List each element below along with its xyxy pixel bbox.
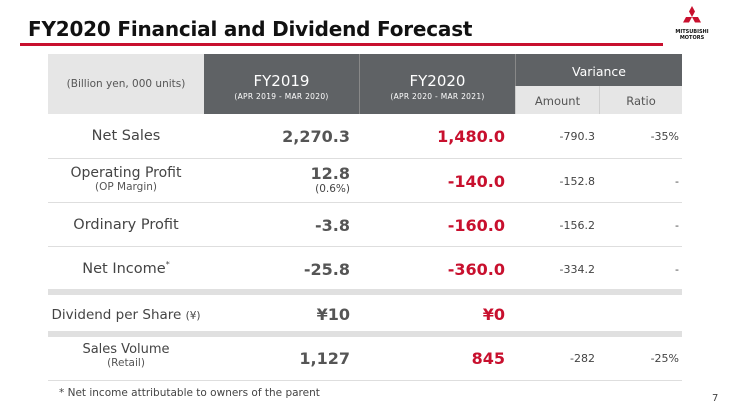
fy2020-header: FY2020: [409, 72, 466, 90]
fy2019-value: -25.8: [303, 260, 350, 279]
fy2019-value: -3.8: [315, 216, 350, 235]
variance-ratio: -: [675, 263, 679, 276]
slide-title: FY2020 Financial and Dividend Forecast: [28, 17, 473, 41]
unit-label: (Billion yen, 000 units): [66, 78, 186, 90]
variance-amount: [515, 295, 595, 331]
three-diamonds-icon: [683, 6, 701, 23]
unit-header-cell: (Billion yen, 000 units): [48, 54, 204, 114]
ratio-header-cell: Ratio: [599, 86, 682, 114]
fy2019-value: ¥10: [316, 305, 350, 324]
table-row-ordinary-profit: Ordinary Profit -3.8 -160.0 -156.2 -: [48, 203, 682, 247]
table-row-sales-volume: Sales Volume (Retail) 1,127 845 -282 -25…: [48, 337, 682, 381]
variance-amount: -156.2: [559, 219, 595, 232]
row-label: Dividend per Share: [51, 307, 182, 323]
fy2020-period: (APR 2020 - MAR 2021): [390, 92, 485, 101]
fy2019-header: FY2019: [253, 72, 310, 90]
row-label: Sales Volume: [82, 342, 170, 357]
row-label: Net Sales: [91, 128, 161, 144]
ratio-header: Ratio: [626, 94, 656, 108]
fy2019-subvalue: (0.6%): [315, 183, 350, 195]
amount-header: Amount: [534, 94, 581, 108]
row-label: Operating Profit: [70, 165, 182, 181]
fy2020-value: -160.0: [447, 216, 505, 235]
mitsubishi-motors-logo: MITSUBISHI MOTORS: [672, 6, 712, 44]
title-underline: [20, 43, 663, 46]
table-row-operating-profit: Operating Profit (OP Margin) 12.8 (0.6%)…: [48, 159, 682, 203]
variance-amount: -152.8: [559, 175, 595, 188]
variance-amount: -790.3: [559, 130, 595, 143]
fy2020-value: -360.0: [447, 260, 505, 279]
fy2019-value: 12.8: [310, 164, 350, 183]
logo-text-line1: MITSUBISHI: [675, 29, 709, 35]
table-row-net-income: Net Income* -25.8 -360.0 -334.2 -: [48, 247, 682, 295]
row-sublabel: (OP Margin): [95, 181, 157, 193]
row-label: Ordinary Profit: [73, 217, 179, 233]
fy2019-header-cell: FY2019 (APR 2019 - MAR 2020): [204, 54, 359, 114]
table-header: (Billion yen, 000 units) FY2019 (APR 201…: [48, 54, 682, 114]
fy2019-value: 1,127: [299, 349, 350, 368]
variance-ratio: -: [675, 175, 679, 188]
table-row-net-sales: Net Sales 2,270.3 1,480.0 -790.3 -35%: [48, 114, 682, 159]
page-number: 7: [712, 393, 719, 404]
amount-header-cell: Amount: [515, 86, 599, 114]
variance-header: Variance: [572, 64, 626, 79]
variance-amount: -334.2: [559, 263, 595, 276]
forecast-table: (Billion yen, 000 units) FY2019 (APR 201…: [48, 54, 682, 381]
variance-ratio: -: [675, 219, 679, 232]
row-unit: (¥): [185, 310, 201, 322]
row-sublabel: (Retail): [107, 357, 145, 369]
variance-ratio: [599, 295, 679, 331]
fy2020-value: 845: [471, 349, 505, 368]
variance-ratio: -35%: [650, 130, 679, 143]
fy2020-value: ¥0: [482, 305, 505, 324]
table-row-dividend: Dividend per Share (¥) ¥10 ¥0: [48, 295, 682, 337]
variance-header-cell: Variance: [515, 54, 682, 86]
variance-ratio: -25%: [650, 352, 679, 365]
fy2019-period: (APR 2019 - MAR 2020): [234, 92, 329, 101]
fy2020-header-cell: FY2020 (APR 2020 - MAR 2021): [359, 54, 515, 114]
footnote: * Net income attributable to owners of t…: [59, 387, 320, 399]
fy2019-value: 2,270.3: [282, 127, 350, 146]
fy2020-value: 1,480.0: [437, 127, 505, 146]
footnote-marker: *: [165, 260, 170, 269]
fy2020-value: -140.0: [447, 172, 505, 191]
logo-text-line2: MOTORS: [679, 35, 705, 41]
variance-amount: -282: [570, 352, 595, 365]
row-label: Net Income: [82, 260, 166, 277]
